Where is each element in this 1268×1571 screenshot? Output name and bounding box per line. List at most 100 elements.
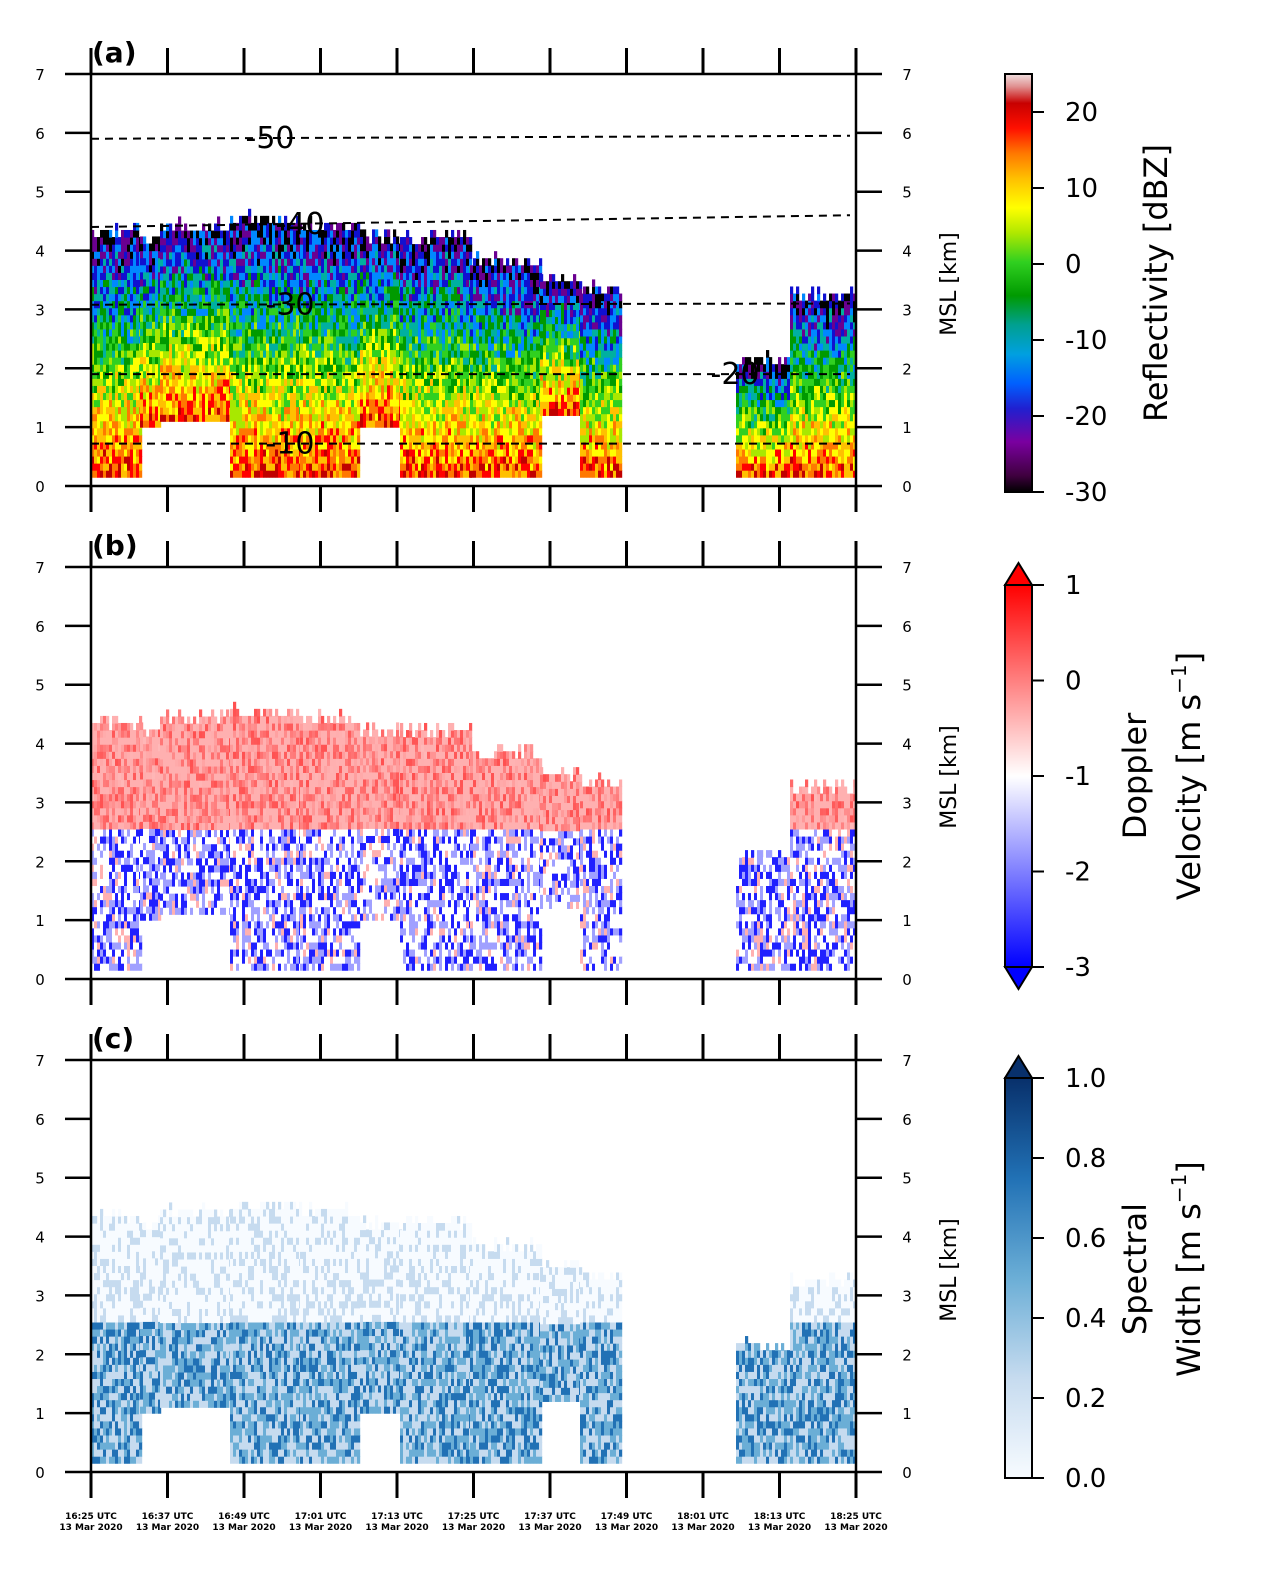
field-cell [494, 272, 498, 280]
field-cell [351, 357, 355, 365]
field-cell [400, 350, 404, 358]
field-cell [348, 470, 352, 478]
field-cell [384, 398, 388, 407]
field-cell [143, 243, 147, 252]
field-cell [269, 434, 273, 443]
field-cell [427, 328, 431, 337]
field-cell [312, 399, 316, 408]
field-cell [266, 427, 270, 436]
field-cell [205, 230, 209, 239]
field-cell [354, 314, 358, 323]
field-cell [393, 328, 397, 336]
field-cell [158, 377, 162, 386]
field-cell [406, 279, 410, 288]
field-cell [239, 300, 243, 309]
field-cell [524, 265, 528, 273]
field-cell [130, 335, 134, 344]
field-cell [357, 406, 361, 415]
field-cell [169, 350, 173, 359]
field-cell [515, 350, 519, 358]
field-cell [357, 455, 361, 464]
field-cell [396, 377, 400, 386]
field-cell [266, 251, 270, 259]
field-cell [406, 463, 410, 471]
field-cell [494, 328, 498, 337]
field-cell [330, 342, 334, 351]
field-cell [146, 307, 150, 315]
field-cell [109, 385, 113, 394]
field-cell [460, 321, 464, 330]
field-cell [421, 420, 425, 429]
field-cell [263, 314, 267, 323]
field-cell [303, 293, 307, 302]
field-cell [266, 321, 270, 330]
field-cell [269, 470, 273, 478]
field-cell [287, 286, 291, 295]
field-cell [257, 244, 261, 252]
field-cell [166, 343, 170, 352]
field-cell [91, 342, 95, 351]
field-cell [324, 470, 328, 478]
field-cell [415, 342, 419, 351]
field-cell [91, 441, 95, 450]
field-cell [233, 251, 237, 259]
field-cell [433, 427, 437, 436]
field-cell [278, 378, 282, 386]
field-cell [409, 244, 413, 252]
field-cell [339, 399, 343, 408]
field-cell [318, 420, 322, 429]
field-cell [202, 272, 206, 281]
field-cell [345, 441, 349, 450]
field-cell [336, 244, 340, 252]
field-cell [460, 399, 464, 408]
field-cell [155, 349, 159, 358]
field-cell [193, 315, 197, 323]
field-cell [439, 286, 443, 295]
field-cell [418, 385, 422, 394]
field-cell [155, 292, 159, 301]
field-cell [172, 378, 176, 387]
field-cell [482, 385, 486, 394]
field-cell [300, 448, 304, 457]
field-cell [357, 293, 361, 302]
field-cell [146, 250, 150, 259]
field-cell [406, 385, 410, 394]
field-cell [202, 237, 206, 246]
field-cell [400, 420, 404, 429]
field-cell [217, 378, 221, 387]
field-cell [530, 342, 534, 351]
field-cell [109, 237, 113, 245]
field-cell [536, 307, 540, 316]
field-cell [409, 427, 413, 436]
field-cell [421, 470, 425, 478]
field-cell [97, 286, 101, 295]
field-cell [424, 307, 428, 316]
field-cell [500, 357, 504, 365]
field-cell [287, 328, 291, 337]
field-cell [254, 265, 258, 273]
field-cell [163, 251, 167, 260]
field-cell [445, 293, 449, 302]
field-cell [470, 321, 474, 330]
field-cell [366, 236, 370, 245]
field-cell [208, 350, 212, 359]
field-cell [275, 286, 279, 295]
field-cell [112, 237, 116, 245]
field-cell [239, 441, 243, 450]
field-cell [272, 293, 276, 302]
field-cell [239, 399, 243, 408]
field-cell [500, 258, 504, 266]
field-cell [160, 258, 164, 267]
field-cell [375, 391, 379, 400]
field-cell [293, 455, 297, 464]
field-cell [521, 357, 525, 365]
field-cell [260, 364, 264, 372]
field-cell [500, 441, 504, 450]
field-cell [439, 321, 443, 330]
field-cell [330, 378, 334, 386]
field-cell [140, 413, 144, 421]
field-cell [445, 463, 449, 471]
field-cell [357, 420, 361, 429]
field-cell [533, 427, 537, 436]
field-cell [190, 237, 194, 246]
